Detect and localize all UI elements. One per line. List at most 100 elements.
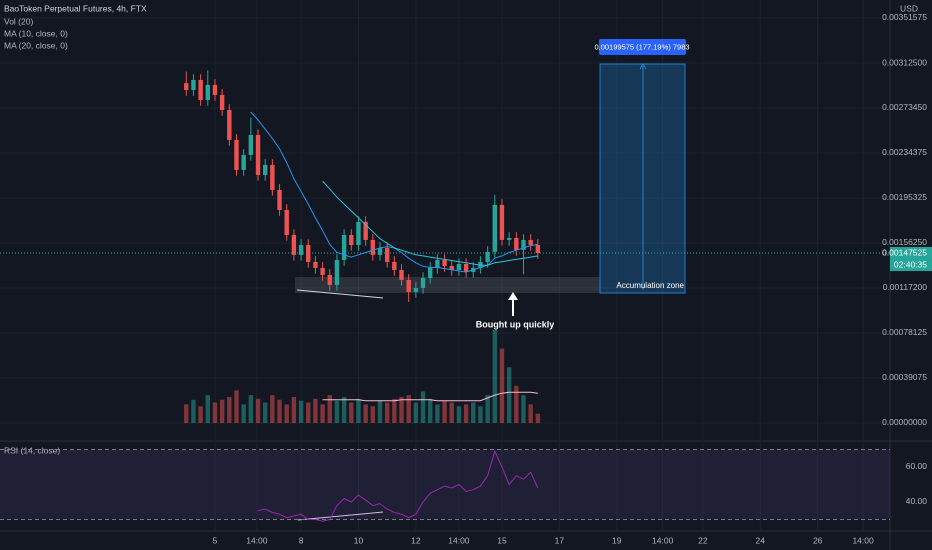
candle-body [205,84,210,100]
candle-body [298,244,304,255]
volume-bar [514,385,519,423]
candle-body [535,244,541,254]
grid [0,0,890,530]
candle-body [341,234,347,260]
y-tick-label: 0.00117200 [883,282,928,292]
x-tick-label: 14:00 [652,535,674,545]
legend-ma20: MA (20, close, 0) [4,40,68,50]
legend-ma10: MA (10, close, 0) [4,28,68,38]
volume-bar [435,404,440,423]
accumulation-zone [295,277,600,293]
candle-body [456,264,462,270]
volume-bar [313,398,318,423]
timer-box [890,259,932,272]
candle-body [514,237,519,250]
candle-body [406,279,411,292]
position-label-box [599,39,686,55]
volume-bar [449,402,454,423]
y-tick-label: 0.00156250 [882,237,927,247]
volume-bar [413,402,419,423]
y-tick-label: 0.00351575 [882,12,927,22]
candle-body [212,84,218,95]
volume-bar [270,395,275,423]
annotation-arrow-head [508,292,518,300]
volume-bar [356,398,361,423]
volume-bar [456,406,462,423]
volume-bar [248,395,254,423]
volume-bar [184,404,189,423]
volume-bar [535,413,541,423]
candle-body [291,234,297,255]
volume-bar [392,398,397,423]
candle-body [270,164,275,190]
x-tick-label: 15 [497,535,507,545]
volume-bar [370,406,376,423]
x-tick-label: 14:00 [246,535,268,545]
x-tick-label: 24 [756,535,766,545]
chart-title: BaoToken Perpetual Futures, 4h, FTX [4,3,147,13]
volume-bar [291,396,297,423]
volume-bar [320,404,325,423]
candle-body [248,134,254,155]
volume-bar [298,400,304,423]
volume-bar [306,402,311,423]
volume-bar [277,399,282,423]
position-arrow-head [639,63,647,70]
volume-bar [219,399,225,423]
x-tick-label: 22 [698,535,708,545]
candle-body [349,234,354,245]
volume-bar [442,400,447,423]
volume-bar [506,367,512,423]
candle-body [320,267,325,275]
volume-bar [485,395,490,423]
candle-body [492,204,497,252]
candle-body [255,134,261,175]
volume-bar [234,390,239,423]
volume-bar [471,402,476,423]
volume-bar [377,400,383,423]
y-tick-label: 0.00312500 [882,57,927,67]
volume-bar [198,406,203,423]
candle-body [241,154,246,170]
candle-body [277,189,282,210]
x-tick-label: 19 [612,535,622,545]
volume-bar [341,396,347,423]
x-tick-label: 12 [411,535,421,545]
candle-body [363,221,368,240]
long-position-box [599,63,686,294]
volume-bar [241,404,246,423]
volume-bar [212,402,218,423]
candle-body [428,267,433,278]
rsi-band-fill [0,449,890,520]
volume-bar [334,400,340,423]
candle-body [370,239,376,255]
candle-body [435,259,440,268]
x-tick-label: 26 [813,535,823,545]
volume-bar [327,395,332,423]
legend-volume: Vol (20) [4,16,33,26]
candle-body [449,265,454,270]
y-tick-label: 0.00195325 [882,192,927,202]
volume-bar [478,406,483,423]
volume-bar [255,398,261,423]
y-tick-label: 0.00000000 [882,417,927,427]
axis-unit: USD [900,3,918,13]
rsi-trend-line [297,511,384,521]
x-tick-label: 14:00 [852,535,874,545]
volume-bar [191,399,196,423]
candle-body [327,274,332,285]
x-tick-label: 14:00 [448,535,470,545]
volume-bar [399,396,404,423]
candle-body [356,221,361,245]
candle-body [377,247,383,255]
x-tick-label: 8 [299,535,304,545]
zone-label: Accumulation zone [616,281,684,290]
series-line [322,180,538,266]
volume-bar [428,398,433,423]
candle-body [334,259,340,285]
candle-body [306,244,311,262]
candle-body [234,139,239,170]
current-price-label: 0.00147525 [882,247,927,257]
